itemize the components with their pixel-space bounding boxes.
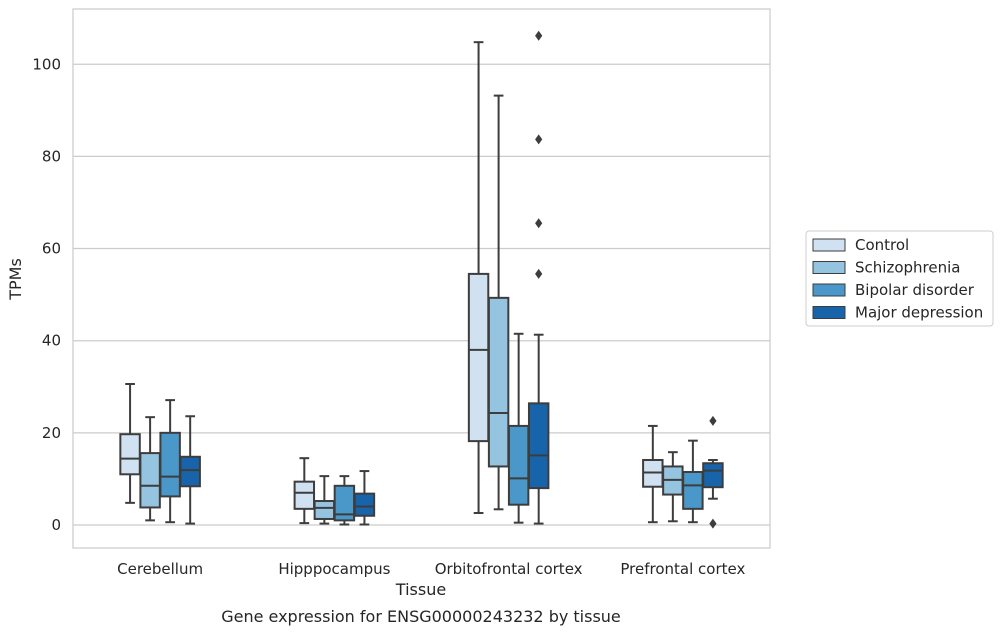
box-body	[179, 455, 201, 488]
box	[487, 94, 510, 511]
series-major-depression	[179, 30, 724, 529]
series-schizophrenia	[139, 94, 684, 525]
y-tick-label: 80	[42, 147, 61, 165]
box-body	[139, 452, 161, 509]
legend-swatch	[812, 261, 846, 274]
legend-label: Schizophrenia	[855, 259, 960, 277]
box-body	[487, 296, 510, 468]
x-axis-label: Tissue	[395, 580, 446, 599]
box-body	[507, 424, 530, 506]
y-tick-label: 20	[42, 424, 61, 442]
box	[642, 424, 664, 524]
legend-swatch	[812, 283, 846, 297]
box-body	[353, 492, 376, 517]
box	[159, 399, 181, 524]
box	[353, 470, 376, 526]
x-tick-labels: Cerebellum Hipppocampus Orbitofrontal cort…	[117, 560, 745, 578]
box-body	[467, 272, 490, 443]
legend-swatch	[812, 238, 846, 252]
box	[467, 41, 490, 514]
outlier-point	[709, 518, 717, 529]
box-body	[119, 433, 141, 476]
legend-label: Control	[855, 236, 909, 254]
outlier-point	[535, 268, 543, 279]
outlier-point	[535, 30, 543, 41]
outlier-point	[535, 218, 543, 229]
box	[313, 475, 336, 525]
box-body	[702, 462, 724, 489]
box	[179, 415, 201, 525]
y-tick-label: 100	[32, 55, 61, 73]
legend-label: Bipolar disorder	[855, 281, 975, 299]
box	[119, 382, 141, 504]
box-body	[293, 480, 316, 510]
box-body	[313, 500, 336, 520]
plot-area-frame	[72, 8, 771, 549]
legend: Control Schizophrenia Bipolar disorder Majo…	[805, 230, 994, 327]
box-body	[527, 402, 550, 490]
box	[527, 30, 550, 525]
box	[702, 415, 724, 529]
y-tick-labels: 0 20 40 60 80 100	[32, 55, 61, 534]
grid-lines	[73, 63, 770, 526]
y-axis-label: TPMs	[6, 258, 25, 301]
legend-items: Control Schizophrenia Bipolar disorder Majo…	[812, 236, 983, 322]
box-series	[119, 30, 724, 529]
x-tick-label: Cerebellum	[117, 560, 203, 578]
box-body	[159, 431, 181, 498]
y-tick-label: 0	[51, 516, 61, 534]
x-tick-label: Prefrontal cortex	[620, 560, 745, 578]
box-body	[682, 470, 704, 510]
box	[507, 332, 530, 524]
legend-swatch	[812, 306, 846, 319]
y-tick-label: 60	[42, 240, 61, 258]
box	[333, 475, 356, 526]
chart-caption: Gene expression for ENSG00000243232 by t…	[221, 607, 621, 626]
box	[662, 451, 684, 523]
outlier-point	[709, 415, 717, 426]
x-tick-label: Hipppocampus	[278, 560, 390, 578]
y-tick-label: 40	[42, 332, 61, 350]
box	[293, 457, 316, 525]
series-control	[119, 41, 664, 525]
outlier-point	[535, 134, 543, 145]
series-bipolar-disorder	[159, 332, 704, 526]
legend-label: Major depression	[855, 304, 983, 322]
box	[682, 439, 704, 524]
x-tick-label: Orbitofrontal cortex	[435, 560, 583, 578]
legend-frame	[805, 230, 994, 327]
